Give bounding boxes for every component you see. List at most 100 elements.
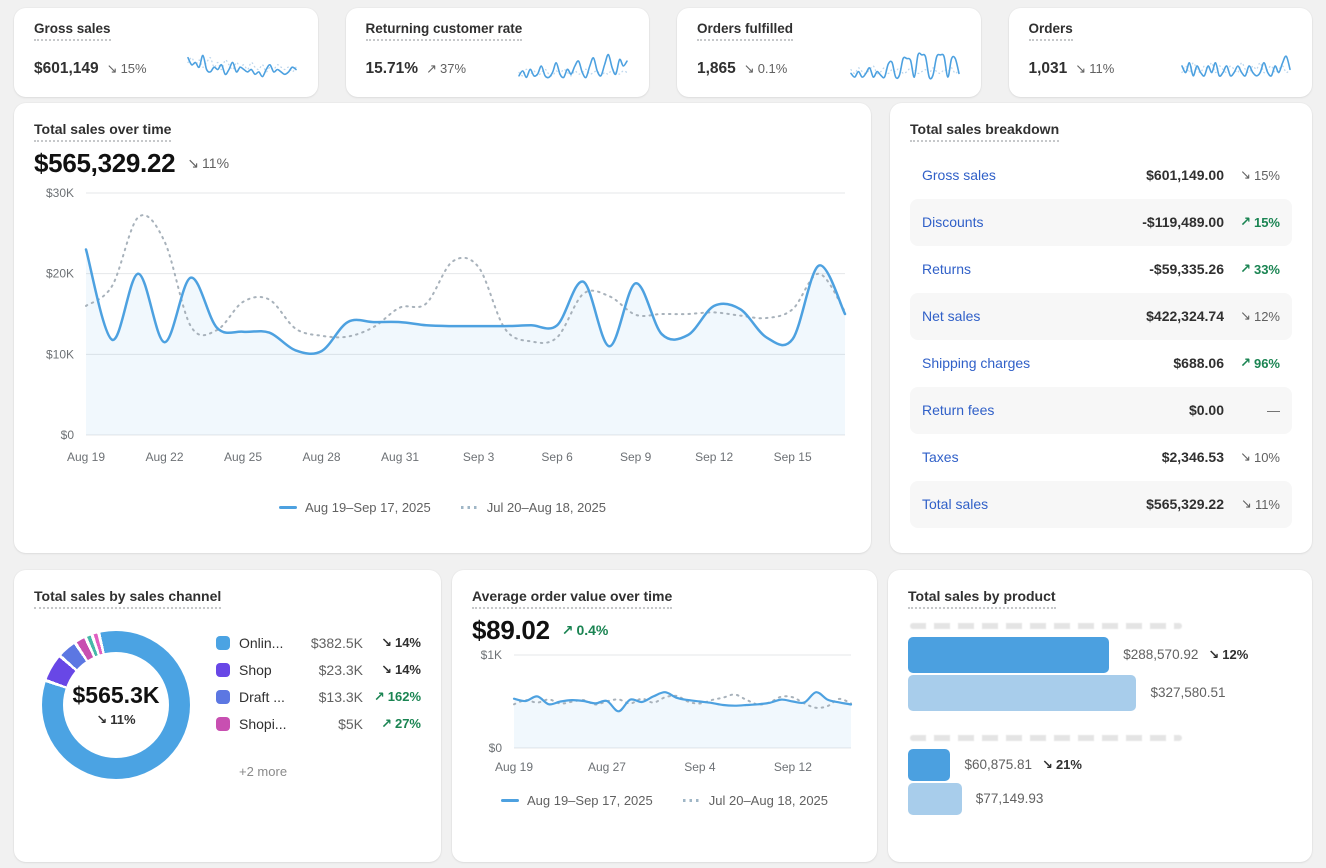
metric-title-gross-sales[interactable]: Gross sales <box>34 21 298 41</box>
x-tick: Aug 19 <box>67 450 105 464</box>
product-bar-label: $288,570.92 ↘ 12% <box>1123 647 1248 663</box>
total-sales-value: $565,329.22 <box>34 147 176 178</box>
y-tick: $20K <box>46 266 74 280</box>
trend-down-icon: ↘ <box>1240 308 1251 324</box>
legend-item: Aug 19–Sep 17, 2025 <box>500 792 653 808</box>
metric-body: $601,149 ↘ 15% <box>34 50 298 87</box>
trend-down-icon: ↘ <box>381 634 392 650</box>
legend-label: Jul 20–Aug 18, 2025 <box>486 499 607 515</box>
sparkline <box>517 50 629 87</box>
metric-value: $601,149 <box>34 59 99 77</box>
more-channels-link[interactable]: +2 more <box>239 763 288 779</box>
bar-previous-period <box>908 674 1137 711</box>
metric-card-orders: Orders 1,031 ↘ 11% <box>1008 8 1312 98</box>
metric-title-orders-fulfilled[interactable]: Orders fulfilled <box>697 21 961 41</box>
legend-item: Aug 19–Sep 17, 2025 <box>278 500 431 515</box>
sales-by-channel-title[interactable]: Total sales by sales channel <box>34 588 421 609</box>
trend-down-icon: ↘ <box>187 154 200 171</box>
trend-value: 96% <box>1253 355 1280 371</box>
breakdown-value: -$59,335.26 <box>1149 261 1224 278</box>
metric-value: 1,865 <box>697 59 736 77</box>
breakdown-label-link[interactable]: Taxes <box>922 449 959 466</box>
breakdown-row-net-sales: Net sales $422,324.74 ↘ 12% <box>910 292 1292 340</box>
breakdown-label-link[interactable]: Return fees <box>922 402 995 419</box>
trend-up-icon: ↗ <box>381 715 392 731</box>
aov-header: $89.02 ↗ 0.4% <box>472 615 857 646</box>
breakdown-row-discounts: Discounts -$119,489.00 ↗ 15% <box>910 198 1292 246</box>
breakdown-trend: ↘ 15% <box>1224 167 1280 183</box>
sparkline <box>849 50 961 87</box>
breakdown-trend: — <box>1224 403 1280 418</box>
breakdown-row-returns: Returns -$59,335.26 ↗ 33% <box>910 246 1292 293</box>
y-tick: $0 <box>489 741 503 755</box>
donut-center: $565.3K ↘ 11% <box>42 631 190 779</box>
metric-trend-badge: ↘ 11% <box>1075 61 1114 77</box>
breakdown-label-link[interactable]: Returns <box>922 261 972 278</box>
channel-name: Draft ... <box>239 688 285 705</box>
metric-title-text: Returning customer rate <box>365 21 523 41</box>
sparkline-svg <box>849 52 960 80</box>
channel-value: $382.5K <box>310 634 363 651</box>
channel-name: Shop <box>239 661 272 678</box>
metric-value: 15.71% <box>365 59 419 77</box>
product-bar-value: $77,149.93 <box>975 791 1044 807</box>
channel-value: $13.3K <box>318 688 363 705</box>
metric-body: 1,865 ↘ 0.1% <box>697 50 961 87</box>
x-tick: Aug 28 <box>303 450 341 464</box>
channel-legend-item-shop: Shop $23.3K ↘ 14% <box>216 662 421 678</box>
metric-body: 1,031 ↘ 11% <box>1029 50 1293 87</box>
breakdown-label-link[interactable]: Gross sales <box>922 167 996 184</box>
x-tick: Aug 22 <box>145 450 183 464</box>
metric-title-returning-customer-rate[interactable]: Returning customer rate <box>365 21 630 41</box>
aov-title[interactable]: Average order value over time <box>472 588 857 609</box>
legend-label: Aug 19–Sep 17, 2025 <box>526 792 653 808</box>
trend-down-icon: ↘ <box>1042 756 1053 772</box>
metric-title-text: Gross sales <box>34 21 111 41</box>
breakdown-value: $2,346.53 <box>1161 449 1224 466</box>
breakdown-label-link[interactable]: Shipping charges <box>922 355 1031 372</box>
breakdown-value: $0.00 <box>1188 402 1224 419</box>
breakdown-label-link[interactable]: Discounts <box>922 214 984 231</box>
bar-current-period <box>908 636 1110 673</box>
breakdown-value: $565,329.22 <box>1146 496 1224 513</box>
donut-hole <box>63 651 169 758</box>
aov-line-svg: $1K $0 Aug 19 Aug 27 Sep 4 Sep 12 <box>481 648 853 774</box>
channel-swatch-icon <box>216 635 230 650</box>
x-tick: Aug 27 <box>588 760 626 774</box>
total-sales-over-time-title[interactable]: Total sales over time <box>34 121 851 142</box>
breakdown-label-link[interactable]: Total sales <box>922 496 989 513</box>
breakdown-trend: ↘ 12% <box>1224 308 1280 324</box>
trend-value: 21% <box>1055 757 1082 773</box>
metric-value-group: $601,149 ↘ 15% <box>34 60 147 78</box>
sales-by-product-title[interactable]: Total sales by product <box>908 588 1292 609</box>
trend-down-icon: ↘ <box>1240 167 1251 183</box>
channel-swatch-icon <box>216 662 230 677</box>
breakdown-value: $601,149.00 <box>1146 167 1224 184</box>
x-tick: Sep 4 <box>684 760 716 774</box>
breakdown-value: $422,324.74 <box>1146 308 1224 325</box>
breakdown-trend: ↗ 33% <box>1224 261 1280 277</box>
metric-value-group: 1,031 ↘ 11% <box>1029 60 1115 78</box>
trend-value: 14% <box>394 635 421 651</box>
channel-legend-item-draft-: Draft ... $13.3K ↗ 162% <box>216 689 421 705</box>
breakdown-title[interactable]: Total sales breakdown <box>910 121 1292 142</box>
bar-previous-period <box>908 782 962 815</box>
metric-trend-badge: ↗ 37% <box>426 61 466 77</box>
sparkline <box>186 50 298 87</box>
trend-value: 11% <box>202 155 230 172</box>
metric-title-orders[interactable]: Orders <box>1028 21 1293 41</box>
metric-title-text: Orders <box>1028 21 1073 41</box>
trend-value: 12% <box>1253 308 1280 324</box>
product-bar-row: $288,570.92 ↘ 12% <box>908 636 1292 673</box>
trend-up-icon: ↗ <box>373 688 385 704</box>
channel-name: Onlin... <box>239 634 284 651</box>
dotted-line-swatch-icon <box>460 505 479 509</box>
breakdown-row-shipping-charges: Shipping charges $688.06 ↗ 96% <box>910 340 1292 387</box>
trend-value: 12% <box>1222 647 1249 663</box>
breakdown-label-link[interactable]: Net sales <box>922 308 981 325</box>
trend-value: 162% <box>387 689 421 705</box>
metric-body: 15.71% ↗ 37% <box>366 50 630 87</box>
trend-value: 15% <box>1253 167 1280 183</box>
total-sales-chart: $30K $20K $10K $0 Aug 19 Aug 22 Aug 25 Aug 28 Au… <box>34 181 851 486</box>
channel-trend: ↗ 162% <box>369 689 421 705</box>
